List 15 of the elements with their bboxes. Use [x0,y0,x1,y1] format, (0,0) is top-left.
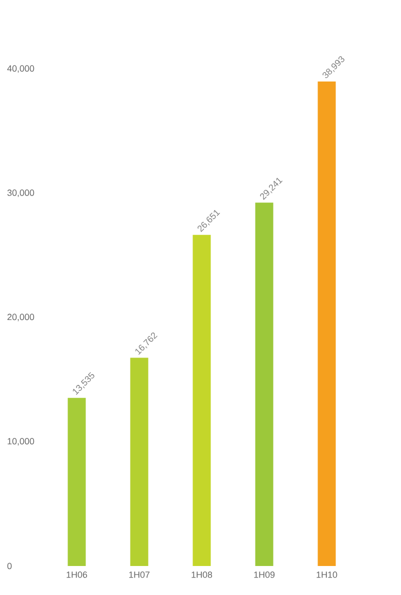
y-tick-label: 30,000 [7,190,34,197]
y-tick-label: 0 [7,562,12,570]
x-tick-label: 1H07 [129,572,150,578]
bar [255,202,274,566]
y-tick-label: 10,000 [8,438,34,446]
bar [318,82,336,566]
x-tick-label: 1H10 [316,572,338,578]
x-tick-label: 1H08 [192,572,212,578]
y-tick-label: 20,000 [7,314,34,322]
x-tick-label: 1H09 [254,572,275,578]
bar [68,398,86,566]
x-tick-label: 1H06 [66,572,88,578]
bar [130,358,148,566]
y-tick-label: 40,000 [7,65,34,73]
bar [192,234,211,566]
